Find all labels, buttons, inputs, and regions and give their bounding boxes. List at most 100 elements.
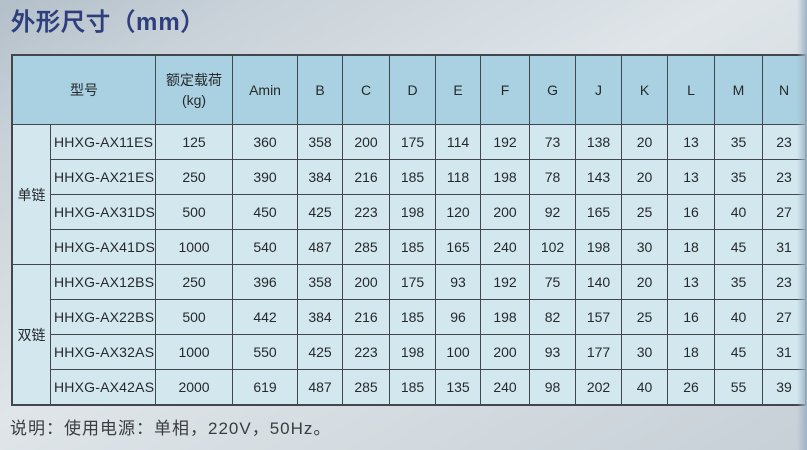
model-cell: HHXG-AX42AS (49, 369, 157, 405)
header-dim-d: D (389, 55, 437, 125)
group-label: 单链 (12, 124, 51, 265)
model-cell: HHXG-AX21ES (49, 159, 157, 195)
dim-cell: 92 (529, 194, 577, 230)
table-row: HHXG-AX31DS 500 450 425 223 198 120 200 92 165 25 1… (13, 194, 807, 230)
dim-cell: 240 (480, 229, 531, 265)
dim-cell: 285 (342, 369, 391, 405)
dim-cell: 198 (575, 229, 623, 265)
header-load-line2: (kg) (181, 92, 207, 108)
header-dim-f: F (480, 55, 531, 125)
header-dim-b: B (297, 55, 344, 125)
dim-cell: 135 (435, 369, 482, 405)
header-dim-g: G (529, 55, 577, 125)
dim-cell: 177 (575, 334, 623, 370)
dim-cell: 175 (389, 264, 437, 300)
dim-cell: 16 (667, 194, 716, 230)
header-dim-n: N (762, 55, 807, 125)
dim-cell: 93 (529, 334, 577, 370)
dim-cell: 192 (480, 124, 531, 160)
table-row: 双链 HHXG-AX12BS 250 396 358 200 175 93 192 75 140 20… (12, 264, 807, 405)
dim-cell: 198 (389, 194, 437, 230)
load-cell: 500 (155, 194, 234, 230)
dim-cell: 358 (297, 124, 344, 160)
dim-cell: 55 (714, 369, 764, 405)
header-dim-e: E (435, 55, 482, 125)
table-row: 单链 HHXG-AX11ES 125 360 358 200 175 114 192 73 138 2… (12, 124, 807, 265)
dim-cell: 198 (480, 299, 531, 335)
dim-cell: 143 (575, 159, 623, 195)
dim-cell: 27 (762, 194, 807, 230)
dim-cell: 35 (714, 264, 764, 300)
load-cell: 1000 (155, 229, 234, 265)
dim-cell: 35 (714, 159, 764, 195)
dim-cell: 31 (762, 229, 807, 265)
dim-cell: 75 (529, 264, 577, 300)
model-cell: HHXG-AX41DS (49, 229, 157, 265)
table-row: HHXG-AX22BS 500 442 384 216 185 96 198 82 157 25 16… (13, 299, 807, 335)
dim-cell: 619 (232, 369, 299, 405)
table-row: HHXG-AX41DS 1000 540 487 285 185 165 240 102 198 3… (13, 229, 807, 265)
dim-cell: 185 (389, 299, 437, 335)
dim-cell: 20 (621, 264, 669, 300)
dim-cell: 165 (435, 229, 482, 265)
load-cell: 500 (155, 299, 234, 335)
dim-cell: 442 (232, 299, 299, 335)
dim-cell: 98 (529, 369, 577, 405)
dim-cell: 35 (714, 124, 764, 160)
dim-cell: 23 (762, 159, 807, 195)
load-cell: 125 (155, 124, 234, 160)
dim-cell: 40 (621, 369, 669, 405)
note-text: 说明：使用电源：单相，220V，50Hz。 (10, 419, 332, 438)
load-cell: 250 (155, 159, 234, 195)
header-dim-amin: Amin (232, 55, 299, 125)
dim-cell: 120 (435, 194, 482, 230)
dim-cell: 138 (575, 124, 623, 160)
dim-cell: 200 (480, 334, 531, 370)
dim-cell: 23 (762, 124, 807, 160)
dim-cell: 45 (714, 334, 764, 370)
header-dim-m: M (714, 55, 764, 125)
dim-cell: 30 (621, 229, 669, 265)
dim-cell: 425 (297, 334, 344, 370)
model-cell: HHXG-AX11ES (49, 124, 157, 160)
load-cell: 1000 (155, 334, 234, 370)
dim-cell: 450 (232, 194, 299, 230)
dim-cell: 200 (342, 124, 391, 160)
dim-cell: 157 (575, 299, 623, 335)
header-load: 额定载荷 (kg) (155, 55, 234, 125)
dim-cell: 39 (762, 369, 807, 405)
dim-cell: 140 (575, 264, 623, 300)
dim-cell: 23 (762, 264, 807, 300)
header-load-line1: 额定载荷 (166, 71, 223, 88)
dim-cell: 202 (575, 369, 623, 405)
dimensions-table: 型号 额定载荷 (kg) Amin B C D E F G J K L M N 单链 HHXG-AX11ES 1… (11, 55, 807, 405)
dim-cell: 16 (667, 299, 716, 335)
dim-cell: 20 (621, 124, 669, 160)
dim-cell: 384 (297, 299, 344, 335)
dim-cell: 360 (232, 124, 299, 160)
dim-cell: 27 (762, 299, 807, 335)
dim-cell: 185 (389, 369, 437, 405)
header-model: 型号 (11, 55, 157, 125)
dim-cell: 31 (762, 334, 807, 370)
header-dim-j: J (575, 55, 623, 125)
dim-cell: 18 (667, 334, 716, 370)
dim-cell: 396 (232, 264, 299, 300)
dim-cell: 165 (575, 194, 623, 230)
table-row: HHXG-AX32AS 1000 550 425 223 198 100 200 93 177 30… (13, 334, 807, 370)
model-cell: HHXG-AX31DS (49, 194, 157, 230)
dim-cell: 390 (232, 159, 299, 195)
dim-cell: 425 (297, 194, 344, 230)
table-body: 单链 HHXG-AX11ES 125 360 358 200 175 114 192 73 138 2… (12, 124, 807, 405)
dim-cell: 192 (480, 264, 531, 300)
page-title: 外形尺寸（mm） (11, 9, 206, 36)
dim-cell: 93 (435, 264, 482, 300)
model-cell: HHXG-AX22BS (49, 299, 157, 335)
dim-cell: 102 (529, 229, 577, 265)
table-row: HHXG-AX21ES 250 390 384 216 185 118 198 78 143 20 1… (13, 159, 807, 195)
dim-cell: 96 (435, 299, 482, 335)
dim-cell: 40 (714, 299, 764, 335)
dim-cell: 285 (342, 229, 391, 265)
dim-cell: 78 (529, 159, 577, 195)
